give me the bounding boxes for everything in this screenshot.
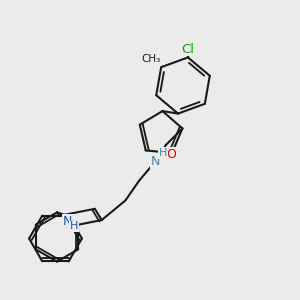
Text: N: N xyxy=(151,155,160,168)
Text: O: O xyxy=(167,148,176,161)
Text: H: H xyxy=(159,148,167,158)
Text: N: N xyxy=(63,215,72,228)
Text: CH₃: CH₃ xyxy=(141,53,160,64)
Text: Cl: Cl xyxy=(182,43,194,56)
Text: H: H xyxy=(70,221,78,231)
